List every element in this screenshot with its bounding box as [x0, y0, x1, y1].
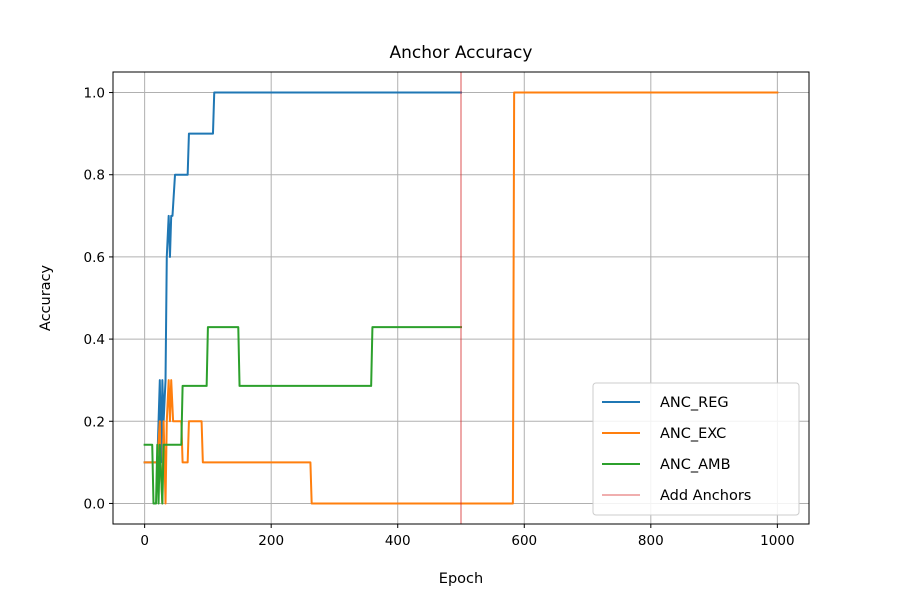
y-axis-ticks: 0.0 0.2 0.4 0.6 0.8 1.0 [84, 86, 113, 512]
y-tick-label: 1.0 [84, 86, 105, 102]
legend-label: ANC_REG [660, 395, 729, 411]
y-axis-label: Accuracy [38, 264, 54, 331]
data-series [143, 91, 779, 505]
legend-label: Add Anchors [660, 488, 751, 504]
legend-label: ANC_AMB [660, 457, 731, 473]
legend: ANC_REG ANC_EXC ANC_AMB Add Anchors [592, 382, 800, 516]
x-tick-label: 600 [511, 533, 537, 549]
y-tick-label: 0.4 [84, 332, 105, 348]
y-tick-label: 0.0 [84, 496, 105, 512]
x-tick-label: 400 [385, 533, 411, 549]
legend-box [592, 382, 800, 516]
legend-label: ANC_EXC [660, 426, 726, 442]
y-tick-label: 0.8 [84, 168, 105, 184]
x-tick-label: 0 [140, 533, 149, 549]
x-tick-label: 800 [638, 533, 664, 549]
plot-frame [112, 71, 810, 525]
y-tick-label: 0.2 [84, 414, 105, 430]
chart-title: Anchor Accuracy [390, 43, 533, 63]
x-tick-label: 1000 [760, 533, 794, 549]
x-tick-label: 200 [258, 533, 284, 549]
y-tick-label: 0.6 [84, 250, 105, 266]
series-line-anc-amb [143, 326, 462, 505]
x-axis-ticks: 0 200 400 600 800 1000 [140, 524, 795, 549]
x-axis-label: Epoch [439, 571, 483, 587]
